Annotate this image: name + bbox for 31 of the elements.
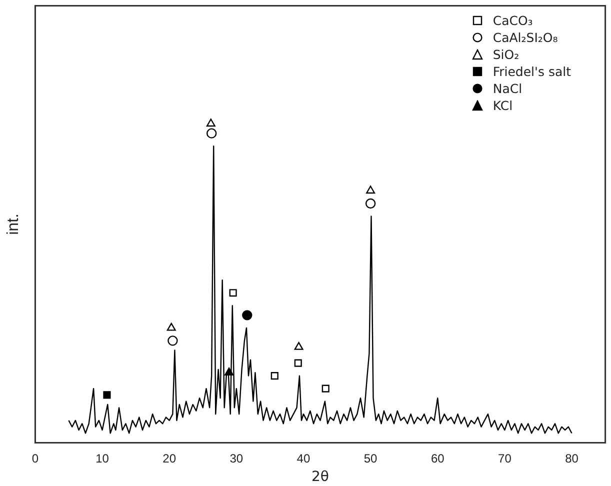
x-tick-label: 30: [230, 451, 244, 466]
point: [103, 391, 111, 399]
point: [242, 310, 252, 320]
legend-label: CaCO₃: [492, 13, 533, 28]
x-tick-label: 20: [162, 451, 176, 466]
point: [168, 336, 178, 346]
point: [206, 128, 217, 138]
point: [270, 372, 278, 380]
point: [365, 198, 376, 209]
legend-label: CaAl₂SI₂O₈: [492, 30, 558, 45]
x-tick-label: 60: [430, 451, 445, 466]
x-tick-label: 80: [565, 451, 579, 466]
x-tick-label: 10: [96, 451, 110, 466]
point: [224, 368, 234, 376]
x-tick-label: 40: [296, 451, 310, 466]
point: [294, 359, 302, 367]
legend-label: NaCl: [492, 81, 522, 96]
point: [294, 342, 304, 350]
point: [322, 384, 330, 392]
x-axis-title: 2θ: [312, 469, 329, 486]
y-axis-title: int.: [5, 214, 22, 235]
x-tick-label: 50: [364, 451, 378, 466]
x-tick-label: 0: [32, 451, 39, 466]
legend-label: SiO₂: [492, 47, 520, 62]
legend-label: KCl: [492, 98, 513, 113]
point: [166, 322, 176, 331]
point: [206, 118, 216, 127]
point: [366, 186, 376, 194]
point: [229, 289, 237, 297]
x-tick-label: 70: [498, 451, 512, 466]
legend-label: Friedel's salt: [492, 64, 571, 79]
